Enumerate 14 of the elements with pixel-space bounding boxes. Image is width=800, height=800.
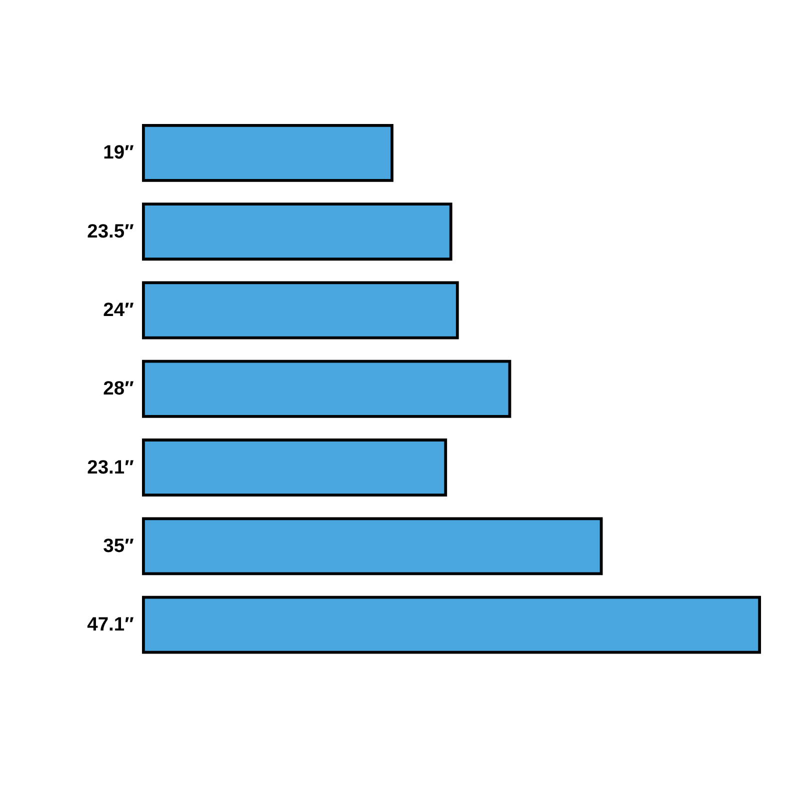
data-label: 35″: [103, 536, 134, 557]
data-label: 23.1″: [87, 457, 134, 478]
bar: [142, 517, 603, 576]
bar: [142, 281, 459, 340]
data-label: 28″: [103, 378, 134, 400]
bar: [142, 360, 512, 418]
bar: [142, 202, 452, 261]
data-label: 24″: [103, 300, 134, 322]
bar: [142, 124, 394, 182]
bar: [142, 596, 762, 654]
data-label: 19″: [103, 142, 134, 164]
bar: [142, 438, 448, 496]
data-label: 47.1″: [87, 614, 134, 636]
data-label: 23.5″: [87, 221, 134, 242]
